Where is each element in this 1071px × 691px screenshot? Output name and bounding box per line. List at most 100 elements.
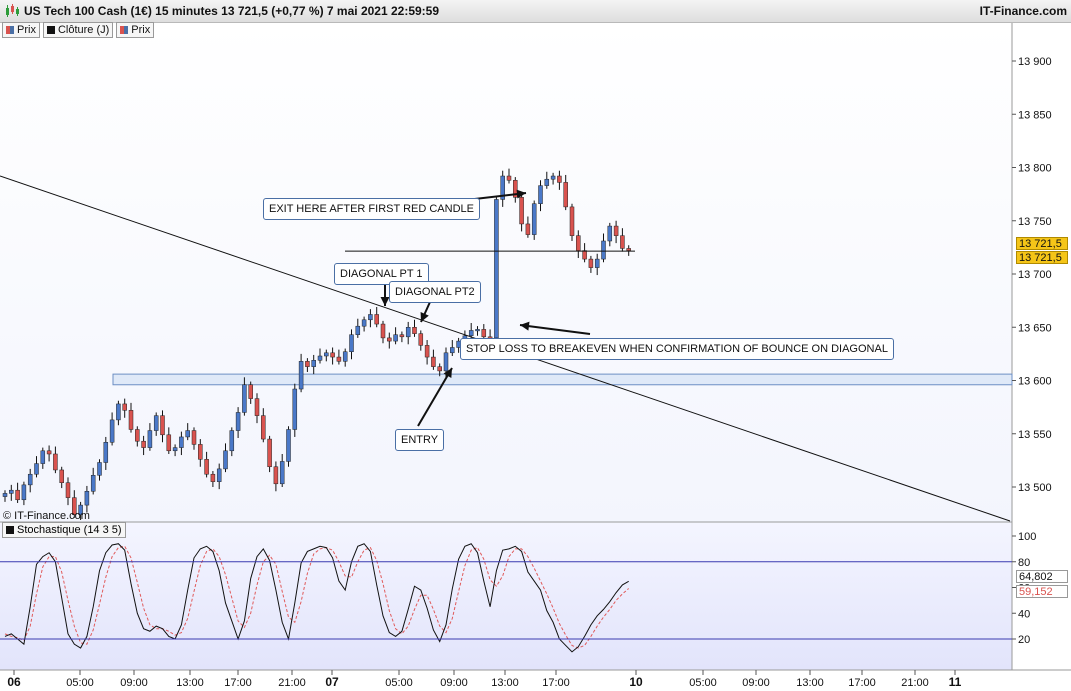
x-tick-label: 17:00 [224, 677, 252, 689]
candle-body [519, 197, 524, 225]
legend-label: Clôture (J) [57, 24, 110, 36]
arrow-head-icon [516, 189, 526, 199]
candle-body [607, 225, 613, 242]
x-tick-label: 05:00 [385, 677, 413, 689]
candle-body [349, 334, 354, 352]
candle-body [317, 355, 323, 361]
candle-body [267, 438, 272, 468]
x-tick-label: 05:00 [66, 677, 94, 689]
candle-body [355, 325, 361, 335]
candle-body [544, 178, 550, 186]
indicator-label-text: Stochastique (14 3 5) [17, 524, 122, 536]
candle-body [279, 461, 285, 485]
candle-body [531, 203, 537, 235]
legend-item-close[interactable]: Clôture (J) [42, 22, 114, 38]
candle-body [84, 491, 90, 506]
candle-body [569, 206, 575, 236]
candle-body [223, 450, 228, 470]
arrow-stop-loss [519, 324, 591, 335]
candle-body [311, 360, 316, 367]
candle-body [97, 462, 102, 476]
candle-body [443, 352, 449, 372]
candle-body [588, 258, 594, 268]
stoch-tick-label: 100 [1018, 531, 1036, 543]
candle-body [368, 314, 373, 321]
indicator-label[interactable]: Stochastique (14 3 5) [2, 522, 126, 538]
brand-label: IT-Finance.com [979, 4, 1067, 18]
legend-swatch-icon [6, 26, 14, 34]
price-tick-label: 13 700 [1018, 269, 1052, 281]
x-tick-label: 13:00 [176, 677, 204, 689]
x-tick-label: 17:00 [848, 677, 876, 689]
candle-body [34, 463, 39, 475]
candle-body [601, 240, 606, 260]
annotation-exit[interactable]: EXIT HERE AFTER FIRST RED CANDLE [263, 198, 480, 220]
candle-body [229, 430, 235, 452]
x-tick-label: 21:00 [278, 677, 306, 689]
candle-body [431, 356, 436, 367]
price-tag-last: 13 721,5 [1016, 251, 1068, 264]
annotation-stop-loss[interactable]: STOP LOSS TO BREAKEVEN WHEN CONFIRMATION… [460, 338, 894, 360]
legend-label: Prix [17, 24, 36, 36]
candle-body [374, 314, 379, 325]
candle-body [2, 493, 8, 497]
candle-body [21, 484, 27, 501]
candle-body [576, 235, 581, 251]
candle-body [166, 434, 172, 452]
candle-body [481, 329, 487, 338]
stoch-d-line [4, 545, 630, 649]
candle-body [185, 430, 190, 438]
indicator-swatch-icon [6, 526, 14, 534]
title-bar: US Tech 100 Cash (1€) 15 minutes 13 721,… [0, 0, 1071, 23]
legend-item-price-2[interactable]: Prix [116, 22, 155, 38]
candle-body [286, 429, 291, 462]
candle-body [557, 175, 562, 183]
price-tick-label: 13 800 [1018, 163, 1052, 175]
candle-body [153, 415, 159, 431]
x-tick-label: 09:00 [120, 677, 148, 689]
price-tick-label: 13 850 [1018, 109, 1052, 121]
price-tick-label: 13 750 [1018, 216, 1052, 228]
candle-body [128, 410, 134, 430]
annotation-diagonal-pt1[interactable]: DIAGONAL PT 1 [334, 263, 429, 285]
candle-body [450, 347, 455, 354]
candle-body [563, 182, 568, 208]
candle-body [122, 403, 127, 411]
price-tick-label: 13 650 [1018, 322, 1052, 334]
candle-body [550, 175, 556, 180]
candle-body [336, 356, 342, 362]
x-tick-label: 06 [7, 675, 21, 689]
x-tick-label: 10 [629, 675, 643, 689]
candle-body [538, 185, 543, 204]
candle-body [418, 333, 424, 346]
candle-body [342, 351, 348, 362]
candle-body [305, 361, 310, 367]
candle-body [53, 453, 58, 471]
candle-body [412, 327, 417, 334]
candle-body [393, 334, 398, 342]
x-tick-label: 21:00 [901, 677, 929, 689]
annotation-diagonal-pt2[interactable]: DIAGONAL PT2 [389, 281, 481, 303]
candle-body [387, 337, 392, 342]
candle-body [405, 327, 411, 338]
stoch-k-value: 64,802 [1016, 570, 1068, 583]
candle-body [90, 475, 96, 492]
candle-body [59, 469, 64, 483]
candle-body [330, 352, 335, 358]
price-tag-close: 13 721,5 [1016, 237, 1068, 250]
stochastic-panel[interactable] [0, 522, 1012, 670]
candle-body [468, 330, 474, 337]
candle-body [78, 504, 83, 515]
candle-body [424, 345, 430, 358]
x-tick-label: 07 [325, 675, 339, 689]
candle-body [626, 248, 631, 251]
price-tick-label: 13 900 [1018, 56, 1052, 68]
candle-body [179, 436, 184, 448]
legend-item-price[interactable]: Prix [2, 22, 40, 38]
annotation-entry[interactable]: ENTRY [395, 429, 445, 451]
candle-body [191, 430, 197, 445]
candle-body [613, 225, 619, 236]
legend-label: Prix [131, 24, 151, 36]
candle-body [27, 473, 33, 486]
